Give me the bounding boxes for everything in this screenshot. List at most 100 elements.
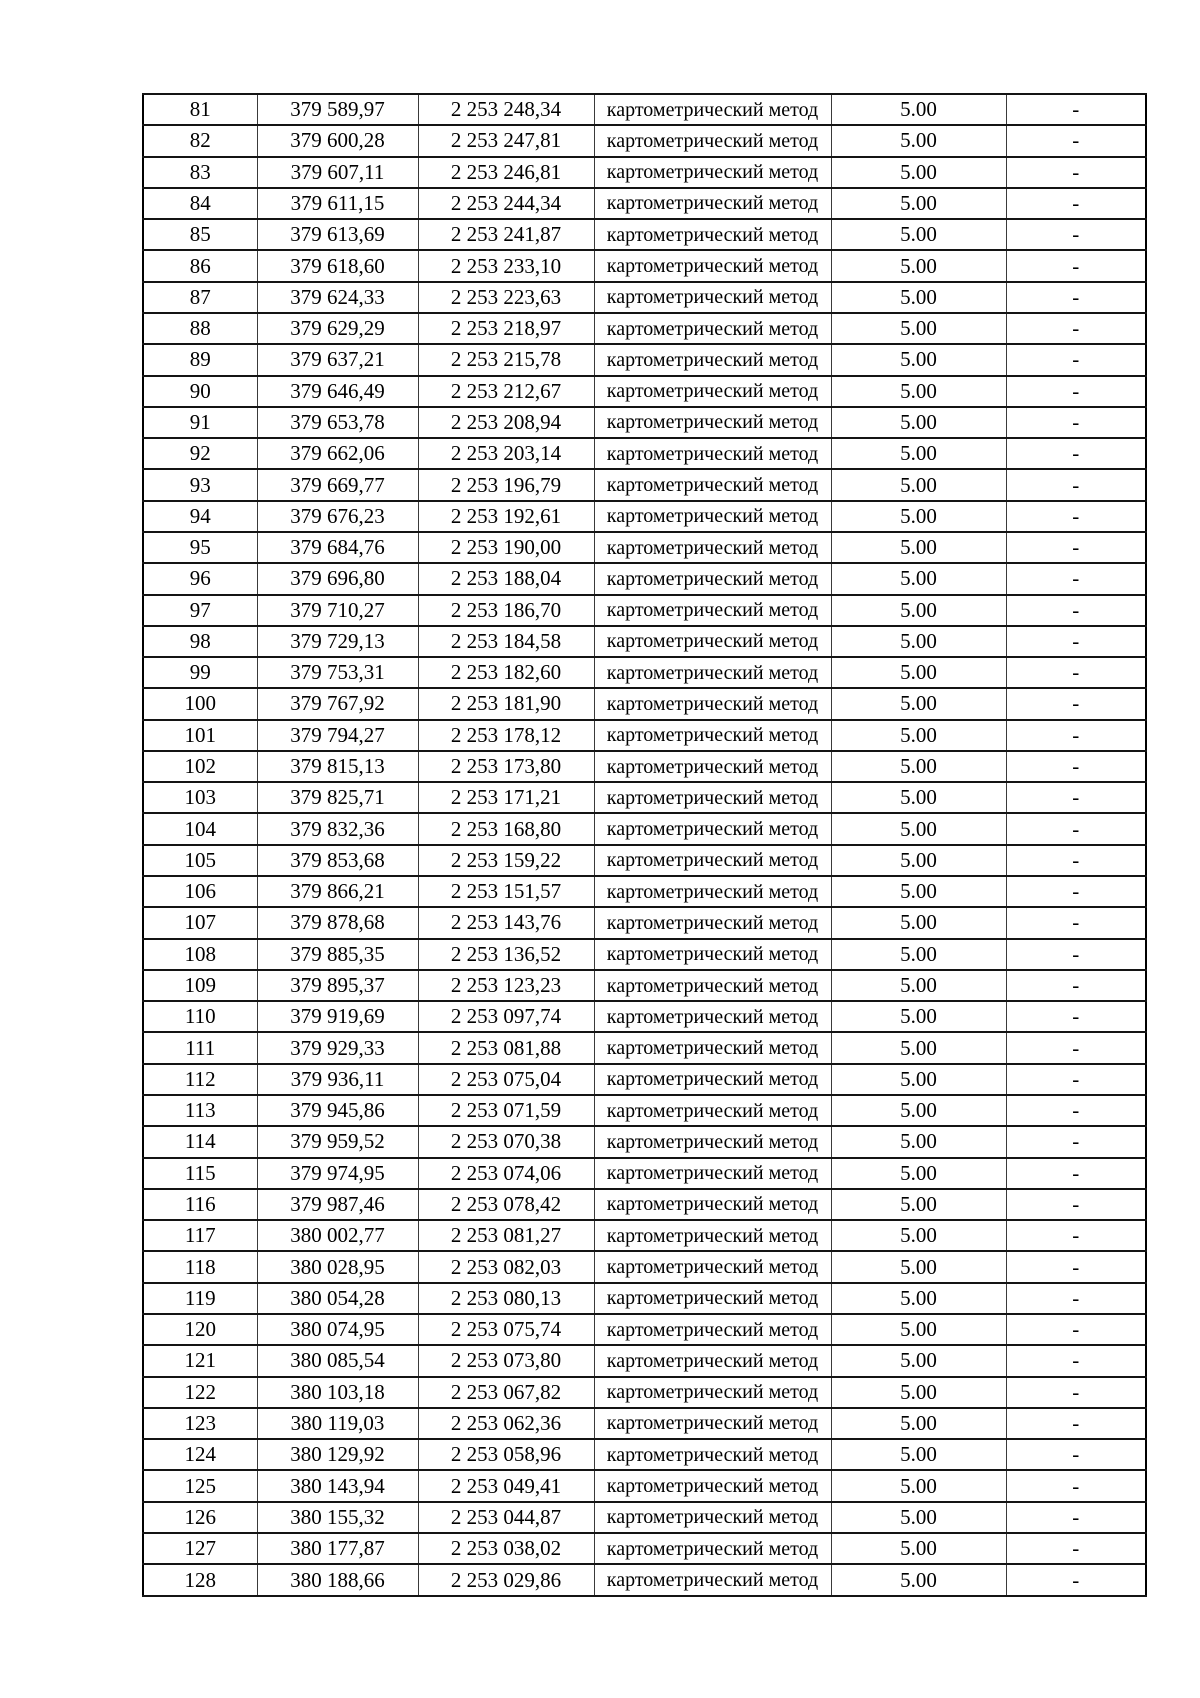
- coordinate-x-cell: 379 815,13: [256, 749, 419, 784]
- coordinate-x-cell: 379 936,11: [256, 1062, 419, 1097]
- coordinate-y-cell: 2 253 190,00: [417, 530, 595, 565]
- coordinate-x-cell: 380 074,95: [256, 1312, 419, 1347]
- coordinate-y-cell: 2 253 215,78: [417, 343, 595, 377]
- method-cell: картометрический метод: [593, 1250, 832, 1284]
- method-cell: картометрический метод: [593, 530, 832, 565]
- note-cell: -: [1005, 656, 1147, 690]
- note-cell: -: [1005, 311, 1147, 346]
- table-row: 92 379 662,06 2 253 203,14 картометрический…: [142, 437, 1147, 471]
- method-cell: картометрический метод: [593, 218, 832, 252]
- coordinate-x-cell: 379 600,28: [256, 124, 419, 158]
- coordinate-x-cell: 379 729,13: [256, 624, 419, 659]
- table-row: 100 379 767,92 2 253 181,90 картометрически…: [142, 687, 1147, 721]
- method-cell: картометрический метод: [593, 280, 832, 314]
- precision-cell: 5.00: [830, 92, 1007, 127]
- note-cell: -: [1005, 155, 1147, 189]
- note-cell: -: [1005, 593, 1147, 627]
- point-number-cell: 108: [142, 937, 258, 971]
- table-row: 125 380 143,94 2 253 049,41 картометрически…: [142, 1469, 1147, 1503]
- precision-cell: 5.00: [830, 1062, 1007, 1097]
- note-cell: -: [1005, 437, 1147, 471]
- precision-cell: 5.00: [830, 593, 1007, 627]
- coordinate-y-cell: 2 253 029,86: [417, 1563, 595, 1597]
- table-row: 113 379 945,86 2 253 071,59 картометрически…: [142, 1093, 1147, 1128]
- coordinate-table: 81 379 589,97 2 253 248,34 картометрический…: [142, 92, 1147, 1597]
- note-cell: -: [1005, 562, 1147, 596]
- note-cell: -: [1005, 1469, 1147, 1503]
- coordinate-x-cell: 380 119,03: [256, 1406, 419, 1441]
- note-cell: -: [1005, 875, 1147, 909]
- point-number-cell: 118: [142, 1250, 258, 1284]
- coordinate-x-cell: 379 684,76: [256, 530, 419, 565]
- method-cell: картометрический метод: [593, 781, 832, 815]
- table-row: 115 379 974,95 2 253 074,06 картометрически…: [142, 1156, 1147, 1190]
- table-row: 106 379 866,21 2 253 151,57 картометрически…: [142, 875, 1147, 909]
- note-cell: -: [1005, 624, 1147, 659]
- method-cell: картометрический метод: [593, 1500, 832, 1534]
- method-cell: картометрический метод: [593, 1375, 832, 1409]
- note-cell: -: [1005, 468, 1147, 502]
- method-cell: картометрический метод: [593, 1563, 832, 1597]
- coordinate-y-cell: 2 253 071,59: [417, 1093, 595, 1128]
- method-cell: картометрический метод: [593, 1000, 832, 1034]
- coordinate-y-cell: 2 253 080,13: [417, 1281, 595, 1315]
- coordinate-x-cell: 379 866,21: [256, 875, 419, 909]
- coordinate-y-cell: 2 253 082,03: [417, 1250, 595, 1284]
- method-cell: картометрический метод: [593, 343, 832, 377]
- precision-cell: 5.00: [830, 155, 1007, 189]
- coordinate-y-cell: 2 253 049,41: [417, 1469, 595, 1503]
- precision-cell: 5.00: [830, 1500, 1007, 1534]
- precision-cell: 5.00: [830, 1375, 1007, 1409]
- coordinate-x-cell: 380 028,95: [256, 1250, 419, 1284]
- point-number-cell: 115: [142, 1156, 258, 1190]
- method-cell: картометрический метод: [593, 1156, 832, 1190]
- note-cell: -: [1005, 1093, 1147, 1128]
- note-cell: -: [1005, 1563, 1147, 1597]
- point-number-cell: 84: [142, 186, 258, 221]
- coordinate-x-cell: 379 832,36: [256, 812, 419, 846]
- table-row: 122 380 103,18 2 253 067,82 картометрически…: [142, 1375, 1147, 1409]
- table-row: 116 379 987,46 2 253 078,42 картометрически…: [142, 1187, 1147, 1222]
- note-cell: -: [1005, 687, 1147, 721]
- coordinate-y-cell: 2 253 173,80: [417, 749, 595, 784]
- precision-cell: 5.00: [830, 1219, 1007, 1253]
- method-cell: картометрический метод: [593, 1344, 832, 1378]
- coordinate-y-cell: 2 253 184,58: [417, 624, 595, 659]
- precision-cell: 5.00: [830, 1000, 1007, 1034]
- precision-cell: 5.00: [830, 968, 1007, 1003]
- point-number-cell: 82: [142, 124, 258, 158]
- precision-cell: 5.00: [830, 1438, 1007, 1472]
- note-cell: -: [1005, 1031, 1147, 1065]
- note-cell: -: [1005, 499, 1147, 533]
- method-cell: картометрический метод: [593, 843, 832, 878]
- point-number-cell: 100: [142, 687, 258, 721]
- table-row: 89 379 637,21 2 253 215,78 картометрический…: [142, 343, 1147, 377]
- precision-cell: 5.00: [830, 906, 1007, 940]
- table-row: 81 379 589,97 2 253 248,34 картометрический…: [142, 92, 1147, 127]
- coordinate-x-cell: 379 624,33: [256, 280, 419, 314]
- precision-cell: 5.00: [830, 718, 1007, 752]
- coordinate-y-cell: 2 253 078,42: [417, 1187, 595, 1222]
- note-cell: -: [1005, 374, 1147, 408]
- method-cell: картометрический метод: [593, 656, 832, 690]
- table-row: 94 379 676,23 2 253 192,61 картометрический…: [142, 499, 1147, 533]
- coordinate-table-body: 81 379 589,97 2 253 248,34 картометрический…: [142, 92, 1147, 1597]
- coordinate-y-cell: 2 253 248,34: [417, 92, 595, 127]
- point-number-cell: 81: [142, 92, 258, 127]
- coordinate-x-cell: 379 825,71: [256, 781, 419, 815]
- table-row: 108 379 885,35 2 253 136,52 картометрически…: [142, 937, 1147, 971]
- coordinate-y-cell: 2 253 181,90: [417, 687, 595, 721]
- method-cell: картометрический метод: [593, 1469, 832, 1503]
- table-row: 101 379 794,27 2 253 178,12 картометрически…: [142, 718, 1147, 752]
- precision-cell: 5.00: [830, 1156, 1007, 1190]
- note-cell: -: [1005, 749, 1147, 784]
- method-cell: картометрический метод: [593, 1062, 832, 1097]
- coordinate-x-cell: 379 710,27: [256, 593, 419, 627]
- precision-cell: 5.00: [830, 812, 1007, 846]
- point-number-cell: 88: [142, 311, 258, 346]
- precision-cell: 5.00: [830, 624, 1007, 659]
- note-cell: -: [1005, 1500, 1147, 1534]
- coordinate-y-cell: 2 253 178,12: [417, 718, 595, 752]
- coordinate-x-cell: 379 753,31: [256, 656, 419, 690]
- coordinate-x-cell: 379 919,69: [256, 1000, 419, 1034]
